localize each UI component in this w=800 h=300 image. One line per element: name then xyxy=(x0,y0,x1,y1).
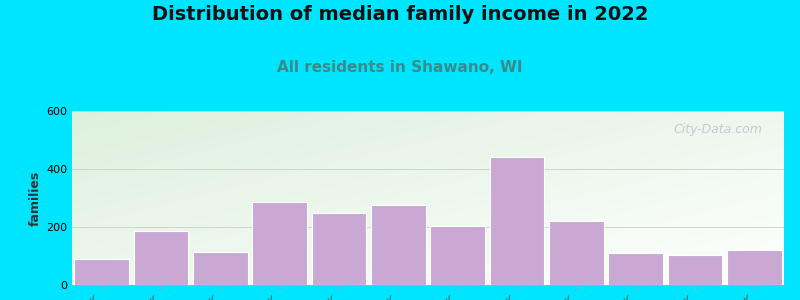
Bar xyxy=(549,221,604,285)
Bar xyxy=(430,226,485,285)
Text: All residents in Shawano, WI: All residents in Shawano, WI xyxy=(278,60,522,75)
Bar xyxy=(312,212,366,285)
Bar xyxy=(134,231,188,285)
Text: Distribution of median family income in 2022: Distribution of median family income in … xyxy=(152,4,648,23)
Y-axis label: families: families xyxy=(29,170,42,226)
Bar xyxy=(193,252,248,285)
Bar xyxy=(74,259,129,285)
Bar xyxy=(490,158,544,285)
Bar xyxy=(727,250,782,285)
Bar xyxy=(371,205,426,285)
Bar xyxy=(252,202,307,285)
Text: City-Data.com: City-Data.com xyxy=(674,123,762,136)
Bar xyxy=(608,253,663,285)
Bar xyxy=(668,254,722,285)
